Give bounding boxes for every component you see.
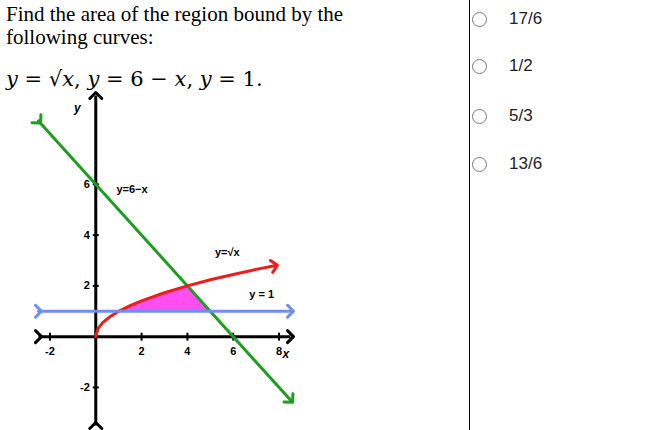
svg-text:x: x	[282, 347, 291, 361]
svg-text:4: 4	[84, 229, 91, 241]
html-text:Find the area of the region bo: Find the area of the region bound by the	[6, 2, 344, 26]
html-text:1/2: 1/2	[509, 56, 533, 75]
svg-text:2: 2	[84, 279, 90, 291]
svg-text:-2: -2	[45, 345, 55, 357]
svg-text:y: y	[73, 101, 82, 115]
svg-text:8: 8	[276, 345, 282, 357]
svg-text:4: 4	[184, 345, 191, 357]
html-text:y = √ x, y = 6 − x, y = 1.: y = √ x, y = 6 − x, y = 1.	[6, 67, 263, 91]
svg-text:6: 6	[84, 178, 90, 190]
html-text:13/6: 13/6	[509, 154, 543, 173]
html-text:5/3: 5/3	[509, 106, 533, 125]
svg-text:y=6−x: y=6−x	[116, 183, 148, 195]
svg-text:-2: -2	[80, 381, 90, 393]
svg-text:y = 1: y = 1	[249, 288, 274, 300]
svg-text:6: 6	[230, 345, 236, 357]
html-text:17/6: 17/6	[509, 9, 543, 28]
svg-text:2: 2	[139, 345, 145, 357]
html-text:following curves:: following curves:	[6, 25, 154, 49]
svg-text:y=√x: y=√x	[215, 246, 241, 258]
